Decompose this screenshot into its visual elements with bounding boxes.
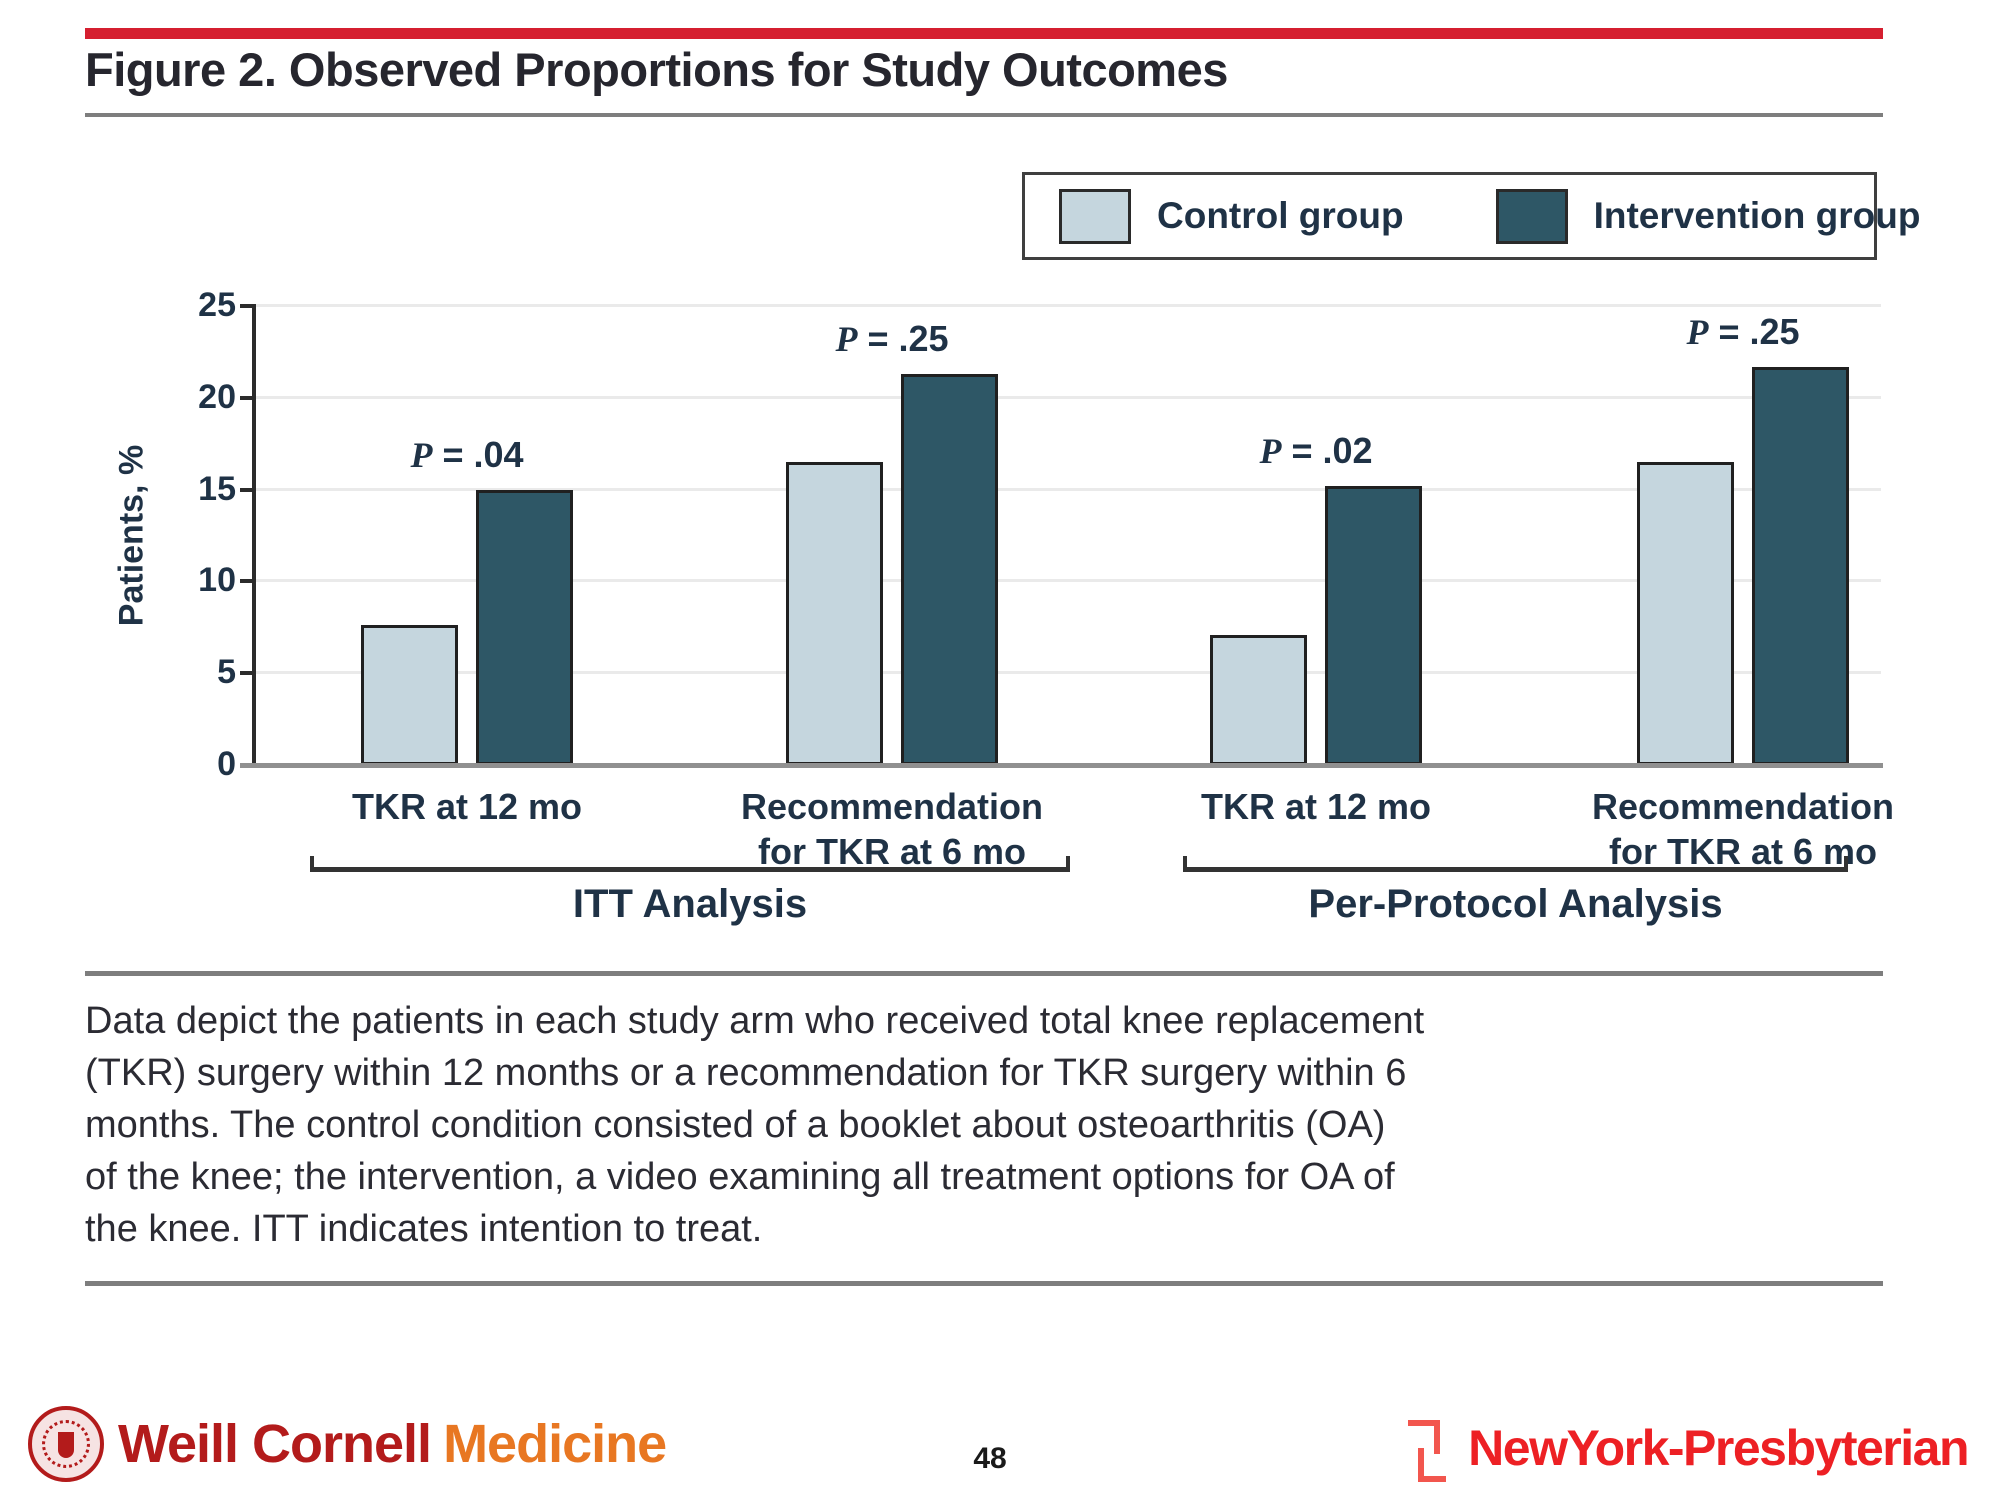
figure-title: Figure 2. Observed Proportions for Study… [85,43,1228,96]
legend-label-intervention: Intervention group [1593,195,1921,236]
y-tick-mark-15 [240,487,255,492]
title-divider [85,113,1883,117]
x-axis-line [240,763,1883,768]
y-tick-label-25: 25 [198,286,236,324]
caption-line-1: Data depict the patients in each study a… [85,1000,1425,1042]
y-axis-line [252,304,256,767]
page-number: 48 [973,1442,1007,1475]
newyork-presbyterian-logo: NewYork-Presbyterian [1404,1408,1969,1488]
caption-divider-top [85,971,1883,976]
weill-cornell-logo-text: Weill Cornell Medicine [118,1414,667,1474]
intervention-swatch-icon [1495,188,1568,244]
gridline-10 [256,579,1881,583]
top-accent-bar [85,28,1883,39]
bar-control-0 [361,625,458,765]
y-axis-title: Patients, % [112,444,151,627]
caption-divider-bottom [85,1281,1883,1286]
gridline-20 [256,395,1881,399]
analysis-bracket-0 [310,856,1070,872]
p-value-label-3: P = .25 [1686,310,1800,352]
legend-label-control: Control group [1157,195,1404,236]
bar-intervention-0 [476,489,573,765]
x-category-label-3: Recommendation for TKR at 6 mo [1591,786,1895,872]
caption-line-4: of the knee; the intervention, a video e… [85,1156,1395,1198]
analysis-group-label-0: ITT Analysis [572,882,808,926]
y-tick-mark-25 [240,304,255,308]
gridline-25 [256,304,1881,307]
bar-intervention-3 [1752,366,1849,765]
caption-line-3: months. The control condition consisted … [85,1104,1386,1146]
x-category-label-1: Recommendation for TKR at 6 mo [740,786,1044,872]
weill-cornell-crest-icon [28,1406,104,1482]
caption-line-5: the knee. ITT indicates intention to tre… [85,1208,763,1250]
weill-cornell-logo: Weill Cornell Medicine [28,1406,667,1482]
y-tick-mark-10 [240,579,255,584]
y-tick-mark-5 [240,671,255,676]
legend-item-control: Control group [1059,188,1404,244]
control-swatch-icon [1059,188,1131,244]
y-tick-mark-20 [240,395,255,400]
caption-line-2: (TKR) surgery within 12 months or a reco… [85,1052,1407,1094]
nyp-logo-mark-icon [1404,1408,1452,1488]
y-tick-label-0: 0 [217,745,236,783]
analysis-group-label-1: Per-Protocol Analysis [1308,882,1723,926]
y-tick-label-10: 10 [198,561,236,600]
y-tick-label-20: 20 [198,377,236,416]
p-value-label-2: P = .02 [1259,429,1373,471]
bar-chart-plot-area: P = .04 P = .25 P = .02 P = .25 [256,304,1881,765]
bar-intervention-2 [1325,485,1422,765]
x-category-label-2: TKR at 12 mo [1200,786,1432,827]
nyp-logo-text: NewYork-Presbyterian [1468,1420,1969,1476]
p-value-label-0: P = .04 [410,433,524,475]
y-tick-label-5: 5 [217,653,236,692]
bar-control-2 [1210,634,1307,765]
bar-control-1 [786,462,883,765]
y-tick-label-15: 15 [198,469,236,508]
bar-intervention-1 [901,373,998,765]
p-value-label-1: P = .25 [835,317,949,359]
analysis-bracket-1 [1183,856,1848,872]
chart-legend: Control group Intervention group [1022,172,1920,260]
legend-item-intervention: Intervention group [1495,188,1921,244]
gridline-5 [256,671,1881,675]
figure-caption: Data depict the patients in each study a… [85,995,1905,1255]
bar-control-3 [1637,462,1734,765]
x-category-label-0: TKR at 12 mo [351,786,583,827]
gridline-15 [256,487,1881,491]
